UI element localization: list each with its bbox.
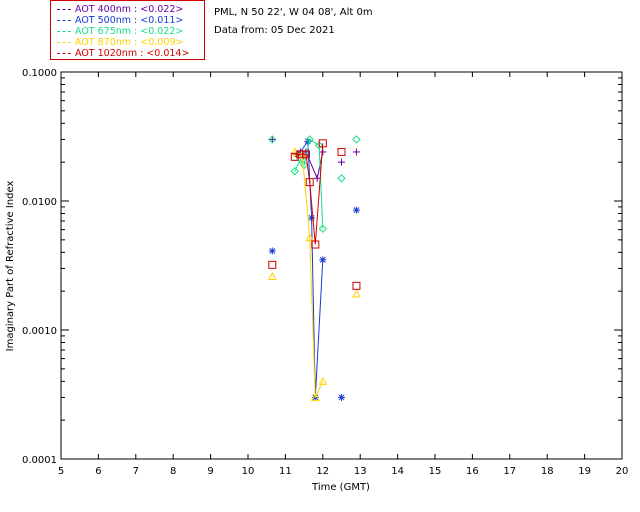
x-tick-label: 13	[354, 466, 367, 477]
date-info: Data from: 05 Dec 2021	[214, 25, 335, 36]
x-tick-label: 8	[170, 466, 176, 477]
data-point	[338, 158, 345, 166]
data-point	[299, 160, 309, 170]
data-point	[290, 152, 299, 161]
legend-swatch	[57, 20, 71, 21]
legend-entry: AOT 675nm : <0.022>	[57, 26, 183, 37]
x-tick-label: 9	[207, 466, 213, 477]
legend-swatch	[57, 9, 71, 10]
data-point	[310, 392, 320, 401]
data-point	[352, 135, 361, 144]
data-point	[305, 135, 314, 144]
x-tick-label: 7	[133, 466, 139, 477]
data-point	[314, 141, 324, 150]
data-point	[337, 147, 346, 156]
series-line	[294, 143, 324, 245]
x-tick-label: 17	[503, 466, 516, 477]
data-point	[308, 214, 316, 222]
x-tick-label: 10	[242, 466, 255, 477]
data-point	[268, 135, 276, 143]
legend-label: AOT 1020nm : <0.014>	[75, 48, 190, 59]
y-axis-label: Imaginary Part of Refractive Index	[5, 181, 16, 352]
legend: AOT 400nm : <0.022> AOT 500nm : <0.011> …	[50, 0, 205, 60]
data-point	[301, 150, 310, 159]
data-point	[318, 376, 328, 385]
x-axis-label: Time (GMT)	[311, 482, 370, 493]
data-point	[352, 148, 360, 156]
data-point	[268, 247, 276, 255]
data-point	[313, 174, 321, 182]
legend-label: AOT 870nm : <0.009>	[75, 37, 184, 48]
data-point	[305, 233, 315, 242]
y-tick-label: 0.0001	[22, 455, 57, 466]
data-point	[305, 178, 314, 187]
data-point	[267, 271, 277, 280]
x-tick-label: 19	[578, 466, 591, 477]
legend-label: AOT 675nm : <0.022>	[75, 26, 184, 37]
data-point	[296, 150, 305, 159]
legend-entry: AOT 400nm : <0.022>	[57, 4, 183, 15]
x-tick-label: 16	[466, 466, 479, 477]
y-tick-label: 0.1000	[22, 68, 57, 79]
axes: 5 6 7 8 9 10 11 12 13 14 15 16 17 18 19 20 0.0001 0.0010 0…	[22, 68, 628, 477]
x-tick-label: 18	[541, 466, 554, 477]
x-tick-label: 12	[316, 466, 329, 477]
x-tick-label: 6	[95, 466, 101, 477]
y-tick-label: 0.0100	[22, 197, 57, 208]
plot-frame	[60, 71, 623, 460]
data-point	[311, 240, 320, 249]
y-tick-label: 0.0010	[22, 326, 57, 337]
data-point	[352, 289, 361, 298]
station-info: PML, N 50 22', W 04 08', Alt 0m	[214, 7, 373, 18]
legend-entry: AOT 870nm : <0.009>	[57, 37, 183, 48]
data-point	[337, 174, 346, 183]
x-tick-label: 15	[429, 466, 442, 477]
legend-swatch	[57, 42, 71, 43]
x-tick-label: 14	[391, 466, 404, 477]
data-point	[319, 256, 327, 264]
data-point	[352, 206, 360, 214]
x-tick-label: 5	[58, 466, 64, 477]
series	[267, 147, 361, 401]
x-tick-label: 20	[616, 466, 629, 477]
x-tick-label: 11	[279, 466, 292, 477]
data-point	[290, 167, 299, 176]
plot-area	[267, 135, 361, 401]
legend-entry: AOT 500nm : <0.011>	[57, 15, 183, 26]
legend-label: AOT 400nm : <0.022>	[75, 4, 184, 15]
legend-entry: AOT 1020nm : <0.014>	[57, 48, 189, 59]
data-point	[268, 135, 277, 144]
legend-swatch	[57, 53, 71, 54]
data-point	[318, 224, 328, 233]
data-point	[352, 281, 361, 290]
data-point	[268, 260, 277, 269]
data-point	[318, 139, 327, 148]
legend-swatch	[57, 31, 71, 32]
series-line	[294, 151, 324, 398]
data-point	[338, 393, 345, 401]
legend-label: AOT 500nm : <0.011>	[75, 15, 184, 26]
series	[268, 139, 361, 290]
